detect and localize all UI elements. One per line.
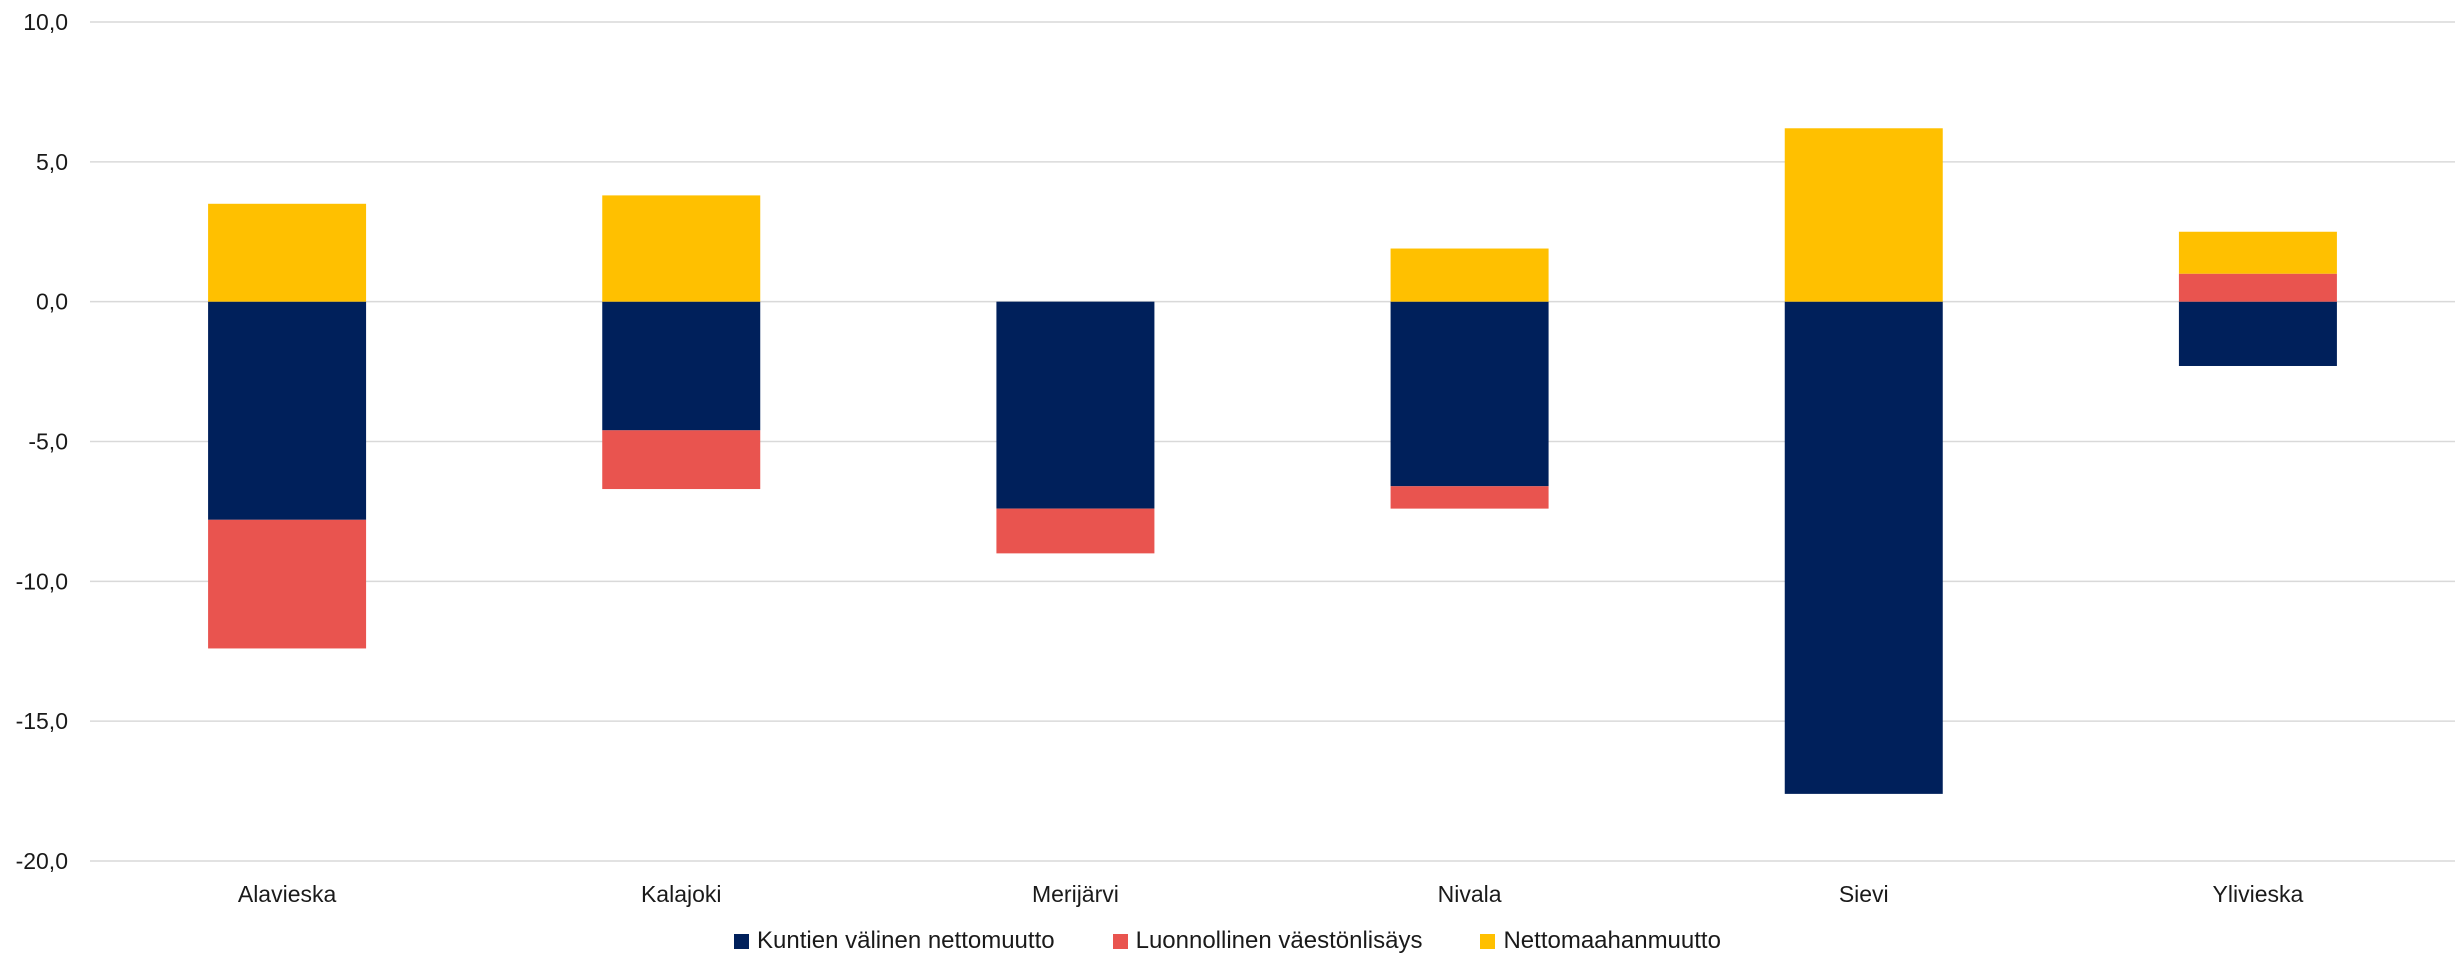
bar-segment-alavieska-series-1 xyxy=(208,519,367,649)
y-axis-tick-labels: 10,0 5,0 0,0 -5,0 -10,0 -15,0 -20,0 xyxy=(16,9,68,874)
bar-segment-nivala-series-0 xyxy=(1390,301,1549,487)
bar-segment-merijärvi-series-0 xyxy=(996,301,1155,509)
legend-label: Kuntien välinen nettomuutto xyxy=(757,927,1055,954)
bar-segment-nivala-series-1 xyxy=(1390,486,1549,509)
y-tick-label: 0,0 xyxy=(36,289,68,315)
bar-segment-kalajoki-series-1 xyxy=(602,430,761,490)
y-tick-label: 10,0 xyxy=(23,9,68,35)
legend-swatch xyxy=(1112,933,1128,949)
x-category-label: Nivala xyxy=(1438,881,1502,907)
x-category-label: Merijärvi xyxy=(1032,881,1119,907)
x-category-label: Kalajoki xyxy=(641,881,722,907)
legend-label: Nettomaahanmuutto xyxy=(1503,927,1721,954)
gridlines xyxy=(90,21,2455,862)
bar-segment-alavieska-series-2 xyxy=(208,203,367,302)
bar-segment-ylivieska-series-2 xyxy=(2178,231,2337,274)
legend: Kuntien välinen nettomuutto Luonnollinen… xyxy=(0,925,2455,957)
x-category-label: Ylivieska xyxy=(2213,881,2304,907)
x-axis-category-labels: Alavieska Kalajoki Merijärvi Nivala Sievi Yli… xyxy=(238,881,2304,907)
legend-swatch xyxy=(1480,933,1496,949)
y-tick-label: -10,0 xyxy=(16,568,68,594)
bar-segment-nivala-series-2 xyxy=(1390,248,1549,302)
bar-segment-ylivieska-series-0 xyxy=(2178,301,2337,366)
legend-item-series-0: Kuntien välinen nettomuutto xyxy=(734,927,1055,955)
bars xyxy=(208,128,2337,794)
bar-segment-alavieska-series-0 xyxy=(208,301,367,520)
bar-segment-kalajoki-series-2 xyxy=(602,195,761,302)
legend-swatch xyxy=(734,933,750,949)
bar-segment-kalajoki-series-0 xyxy=(602,301,761,431)
bar-segment-merijärvi-series-1 xyxy=(996,508,1155,554)
bar-segment-sievi-series-2 xyxy=(1784,128,1943,302)
bar-segment-ylivieska-series-1 xyxy=(2178,273,2337,302)
y-tick-label: 5,0 xyxy=(36,149,68,175)
legend-item-series-2: Nettomaahanmuutto xyxy=(1480,927,1721,955)
x-category-label: Sievi xyxy=(1839,881,1889,907)
y-tick-label: -20,0 xyxy=(16,848,68,874)
stacked-bar-chart: 10,0 5,0 0,0 -5,0 -10,0 -15,0 -20,0 Alavieska K… xyxy=(16,9,2455,907)
legend-item-series-1: Luonnollinen väestönlisäys xyxy=(1112,927,1423,955)
y-tick-label: -15,0 xyxy=(16,708,68,734)
x-category-label: Alavieska xyxy=(238,881,337,907)
bar-segment-sievi-series-0 xyxy=(1784,301,1943,794)
y-tick-label: -5,0 xyxy=(28,429,68,455)
legend-label: Luonnollinen väestönlisäys xyxy=(1135,927,1423,954)
